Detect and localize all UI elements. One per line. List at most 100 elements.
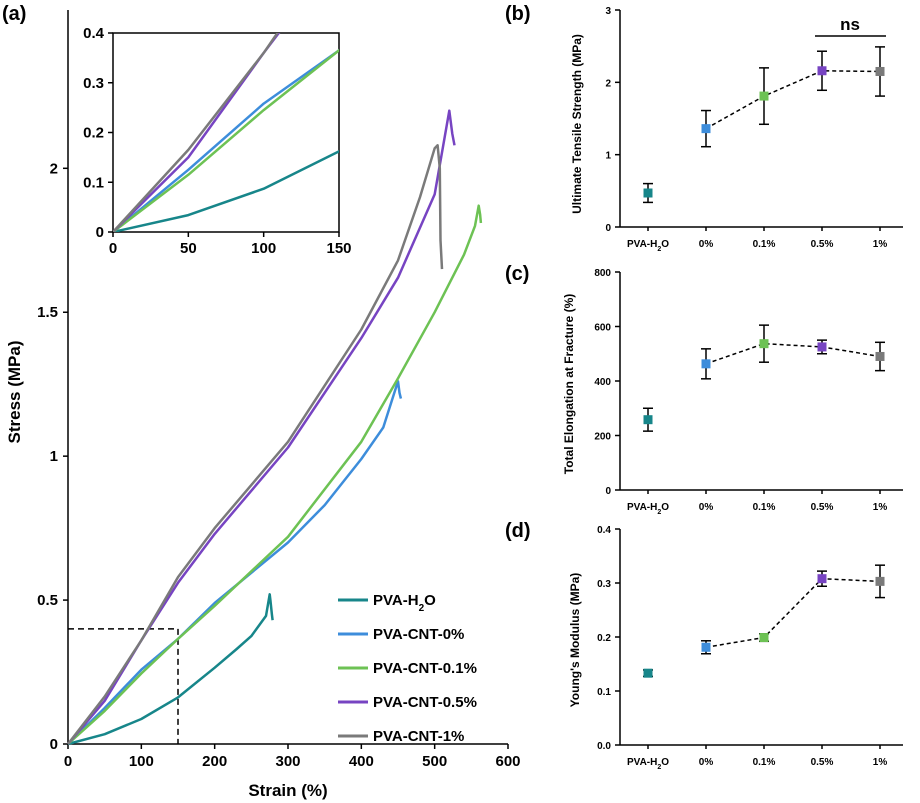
c-x-tick-label: 1% (873, 502, 888, 513)
d-trend-line (705, 577, 881, 649)
legend-label-4: PVA-CNT-0.5% (373, 694, 477, 711)
d-marker-2 (701, 642, 711, 652)
d-x-tick-label: 0% (699, 757, 714, 768)
main-y-tick-label: 2 (50, 160, 58, 177)
panel-label-b: (b) (505, 3, 531, 25)
tick-label-tail: O (661, 239, 669, 250)
main-x-tick-label: 400 (349, 753, 374, 770)
main-x-tick-label: 200 (202, 753, 227, 770)
panel-label-d: (d) (505, 520, 531, 542)
inset-y-tick-label: 0.1 (83, 174, 104, 191)
d-x-tick-label: 0.1% (753, 757, 776, 768)
c-y-tick-label: 0 (605, 486, 611, 497)
d-x-tick-label: 0.5% (811, 757, 834, 768)
d-marker-5 (875, 576, 885, 586)
b-y-tick-label: 2 (605, 78, 611, 89)
panel-label-a: (a) (2, 3, 26, 25)
main-y-tick-label: 1.5 (37, 304, 58, 321)
inset-x-tick-label: 150 (326, 240, 351, 257)
d-marker-3 (759, 633, 769, 643)
b-y-tick-label: 0 (605, 223, 611, 234)
main-y-tick-label: 1 (50, 448, 58, 465)
c-trend-line (705, 342, 881, 365)
c-marker-3 (759, 339, 769, 349)
d-x-tick-label: 1% (873, 757, 888, 768)
legend-label-5: PVA-CNT-1% (373, 728, 464, 745)
b-y-axis-title: Ultimate Tensile Strength (MPa) (570, 34, 584, 214)
b-marker-2 (701, 124, 711, 134)
legend-subscript: 2 (419, 603, 425, 614)
legend-label-1: PVA-H2O (373, 592, 436, 614)
ns-annotation: ns (840, 15, 860, 34)
c-x-tick-label: 0% (699, 502, 714, 513)
legend-label-tail: O (424, 592, 436, 609)
c-marker-5 (875, 351, 885, 361)
b-x-tick-label: 0% (699, 239, 714, 250)
main-series-line-3 (67, 204, 483, 745)
c-marker-2 (701, 359, 711, 369)
main-y-tick-label: 0 (50, 736, 58, 753)
main-x-tick-label: 100 (129, 753, 154, 770)
c-y-tick-label: 200 (594, 432, 611, 443)
main-x-axis-title: Strain (%) (248, 781, 327, 800)
tick-subscript: 2 (657, 764, 661, 771)
d-y-tick-label: 0.0 (597, 741, 611, 752)
inset-x-tick-label: 50 (180, 240, 197, 257)
b-x-tick-label: 0.1% (753, 239, 776, 250)
b-x-tick-label: 1% (873, 239, 888, 250)
legend-label-3: PVA-CNT-0.1% (373, 660, 477, 677)
c-y-tick-label: 800 (594, 268, 611, 279)
tick-subscript: 2 (657, 509, 661, 516)
inset-x-tick-label: 0 (109, 240, 117, 257)
main-series-line-1 (67, 593, 274, 746)
main-y-axis-title: Stress (MPa) (5, 341, 24, 444)
zoom-region-guide (68, 628, 179, 744)
main-y-tick-label: 0.5 (37, 592, 58, 609)
d-y-tick-label: 0.3 (597, 579, 611, 590)
inset-frame (112, 32, 340, 233)
main-series-line-2 (67, 380, 403, 745)
tick-subscript: 2 (657, 246, 661, 253)
main-x-tick-label: 0 (64, 753, 72, 770)
b-marker-3 (759, 91, 769, 101)
b-marker-4 (817, 66, 827, 76)
main-x-tick-label: 300 (275, 753, 300, 770)
d-y-tick-label: 0.1 (597, 687, 611, 698)
panel-label-c: (c) (505, 263, 529, 285)
tick-label-tail: O (661, 757, 669, 768)
inset-series-line-3 (113, 48, 339, 232)
d-y-tick-label: 0.2 (597, 633, 611, 644)
inset-series-group (113, 33, 339, 232)
inset-series-line-2 (113, 48, 339, 232)
c-y-axis-title: Total Elongation at Fracture (%) (562, 294, 576, 474)
b-marker-1 (643, 188, 653, 198)
tick-label-tail: O (661, 502, 669, 513)
inset-x-tick-label: 100 (251, 240, 276, 257)
b-y-tick-label: 3 (605, 6, 611, 17)
d-y-axis-title: Young's Modulus (MPa) (568, 573, 582, 708)
c-x-tick-label: 0.1% (753, 502, 776, 513)
d-marker-4 (817, 574, 827, 584)
b-trend-line (705, 70, 881, 130)
b-marker-5 (875, 66, 885, 76)
b-y-tick-label: 1 (605, 151, 611, 162)
c-y-tick-label: 600 (594, 323, 611, 334)
inset-y-tick-label: 0.3 (83, 75, 104, 92)
inset-series-line-5 (113, 33, 279, 232)
legend-label-2: PVA-CNT-0% (373, 626, 464, 643)
b-x-tick-label: PVA-H2O (627, 239, 669, 253)
inset-y-tick-label: 0.2 (83, 125, 104, 142)
c-marker-1 (643, 415, 653, 425)
d-marker-1 (643, 668, 653, 678)
inset-series-line-1 (113, 149, 339, 232)
main-x-tick-label: 600 (495, 753, 520, 770)
d-x-tick-label: PVA-H2O (627, 757, 669, 771)
inset-y-tick-label: 0.4 (83, 25, 105, 42)
d-y-tick-label: 0.4 (597, 525, 611, 536)
c-y-tick-label: 400 (594, 377, 611, 388)
c-x-tick-label: 0.5% (811, 502, 834, 513)
chart-marks: 0 100 200 300 400 500 60000.511.52PVA-H2OPVA-C… (37, 6, 903, 771)
c-x-tick-label: PVA-H2O (627, 502, 669, 516)
b-x-tick-label: 0.5% (811, 239, 834, 250)
